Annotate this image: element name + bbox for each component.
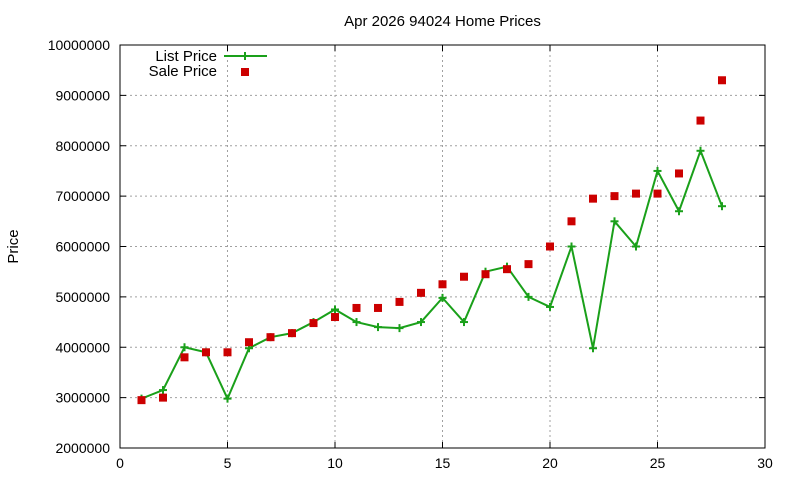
y-tick-label: 8000000	[55, 138, 110, 154]
legend-marker-list-price	[241, 52, 249, 60]
x-tick-label: 15	[435, 455, 451, 471]
list-price-point	[610, 217, 619, 226]
y-tick-label: 10000000	[48, 37, 111, 53]
list-price-point	[632, 242, 640, 251]
legend-marker-sale-price	[241, 68, 249, 76]
list-price-point	[718, 202, 726, 211]
legend-label-sale-price: Sale Price	[149, 63, 217, 80]
sale-price-point	[180, 353, 189, 362]
x-tick-label: 30	[757, 455, 773, 471]
list-price-point	[352, 318, 361, 327]
list-price-point	[438, 293, 447, 302]
sale-price-point	[223, 348, 232, 357]
chart-title: Apr 2026 94024 Home Prices	[344, 13, 541, 30]
sale-price-point	[696, 116, 705, 125]
list-price-point	[395, 324, 404, 333]
y-tick-label: 4000000	[55, 339, 110, 355]
sale-price-point	[288, 329, 296, 338]
sale-price-point	[675, 169, 683, 178]
sale-price-point	[374, 303, 382, 312]
list-price-point	[460, 318, 468, 327]
list-price-point	[546, 302, 554, 311]
sale-price-point	[460, 272, 468, 281]
sale-price-point	[395, 297, 404, 306]
sale-price-point	[266, 333, 275, 342]
y-tick-label: 5000000	[55, 289, 110, 305]
y-tick-label: 9000000	[55, 87, 110, 103]
sale-price-point	[137, 396, 146, 405]
sale-price-point	[202, 348, 210, 357]
sale-price-point	[245, 338, 253, 347]
sale-price-point	[417, 288, 425, 297]
x-tick-label: 20	[542, 455, 558, 471]
sale-price-point	[524, 260, 533, 269]
sale-price-point	[589, 194, 597, 203]
y-tick-label: 2000000	[55, 440, 110, 456]
list-price-point	[417, 318, 425, 327]
grid	[120, 45, 765, 448]
legend: List Price Sale Price	[149, 48, 267, 80]
sale-price-point	[331, 313, 339, 322]
sale-price-point	[159, 393, 167, 402]
sale-price-point	[632, 189, 640, 198]
sale-price-point	[481, 270, 490, 279]
list-price-point	[589, 344, 597, 353]
sale-price-point	[438, 280, 447, 289]
list-price-point	[524, 292, 533, 301]
list-price-point	[374, 323, 382, 332]
sale-price-point	[503, 265, 511, 274]
y-tick-label: 7000000	[55, 188, 110, 204]
list-price-point	[653, 166, 662, 175]
y-tick-label: 6000000	[55, 239, 110, 255]
sale-price-point	[610, 192, 619, 201]
list-price-line	[141, 147, 723, 402]
x-tick-label: 10	[327, 455, 343, 471]
axis-ticks: 2000000 3000000 4000000 5000000 6000000 70000…	[48, 37, 773, 471]
list-price-point	[696, 146, 705, 155]
series	[137, 76, 726, 405]
sale-price-point	[352, 303, 361, 312]
y-tick-label: 3000000	[55, 390, 110, 406]
list-price-point	[567, 242, 576, 251]
sale-price-point	[546, 242, 554, 251]
list-price-point	[159, 386, 167, 395]
legend-label-list-price: List Price	[155, 48, 217, 65]
list-price-point	[223, 394, 232, 403]
list-price-point	[331, 305, 339, 314]
list-price-point	[180, 343, 189, 352]
sale-price-point	[309, 319, 318, 328]
x-tick-label: 25	[650, 455, 666, 471]
x-tick-label: 0	[116, 455, 124, 471]
list-price-point	[675, 207, 683, 216]
x-tick-label: 5	[224, 455, 232, 471]
y-axis-label: Price	[5, 229, 22, 263]
sale-price-point	[718, 76, 726, 85]
sale-price-point	[653, 189, 662, 198]
sale-price-point	[567, 217, 576, 226]
